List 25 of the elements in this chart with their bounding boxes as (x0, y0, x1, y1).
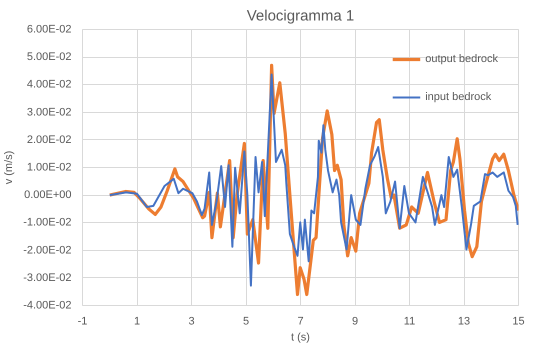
y-tick-label: -2.00E-02 (23, 244, 72, 256)
x-tick-label: -1 (78, 316, 88, 328)
x-tick-label: 9 (352, 316, 358, 328)
chart-title: Velocigramma 1 (246, 8, 354, 24)
x-tick-label: 5 (242, 316, 250, 328)
y-axis-title: v (m/s) (3, 150, 16, 184)
x-tick-label: 11 (404, 316, 416, 328)
y-tick-label: 4.00E-02 (26, 78, 72, 91)
y-tick-label: -3.00E-02 (23, 272, 72, 284)
y-tick-label: 6.00E-02 (26, 24, 72, 36)
y-tick-label: 0.00E+00 (24, 189, 72, 202)
y-tick-label: 3.00E-02 (26, 106, 72, 118)
legend-label: output bedrock (425, 53, 498, 65)
x-tick-label: 3 (188, 316, 195, 328)
y-tick-label: 2.00E-02 (26, 134, 72, 146)
x-tick-label: 7 (297, 316, 304, 328)
x-tick-label: 15 (512, 316, 525, 328)
y-tick-label: -1.00E-02 (23, 216, 72, 229)
y-tick-label: 5.00E-02 (26, 51, 72, 64)
y-tick-label: -4.00E-02 (23, 300, 72, 312)
x-tick-label: 1 (134, 316, 140, 328)
legend-label: input bedrock (425, 91, 492, 103)
x-tick-label: 13 (458, 316, 470, 328)
y-tick-label: 1.00E-02 (26, 162, 72, 174)
x-axis-title: t (s) (291, 332, 310, 344)
